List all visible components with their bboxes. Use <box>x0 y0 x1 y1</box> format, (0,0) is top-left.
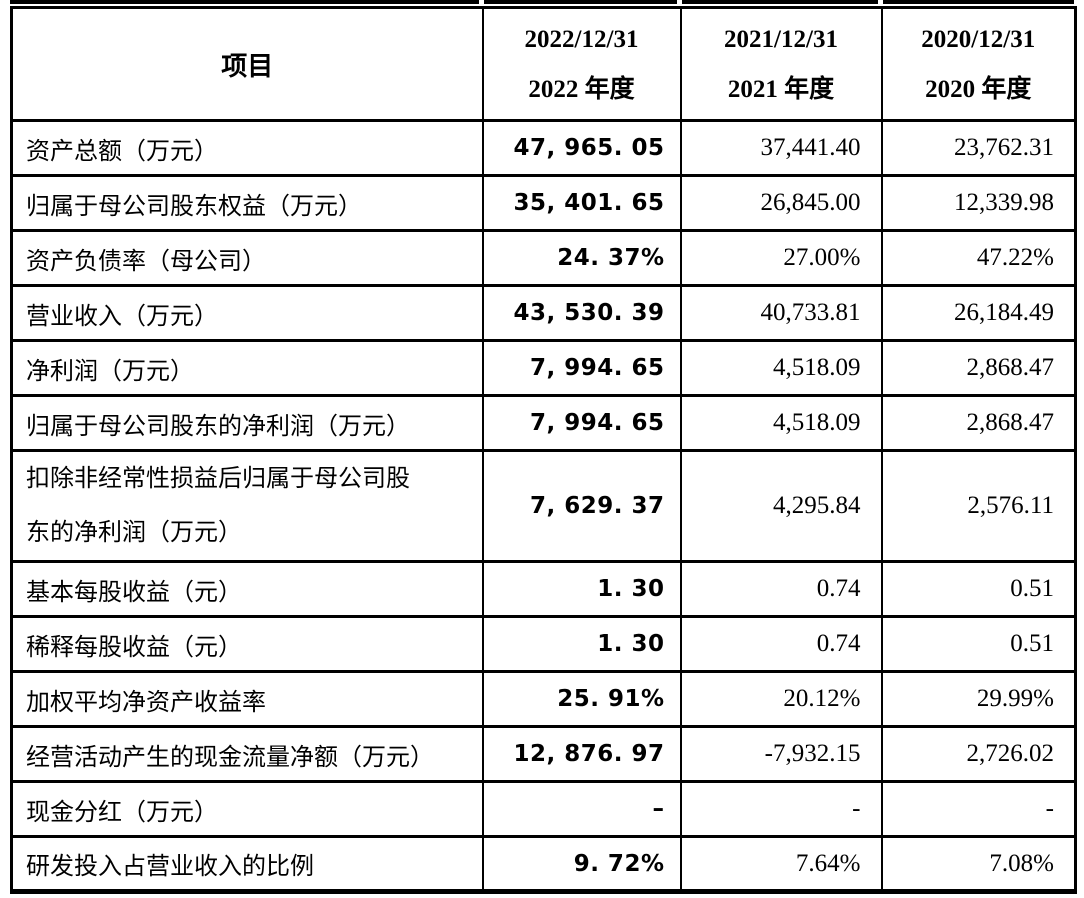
row-label: 净利润（万元） <box>10 339 483 396</box>
column-header-2022: 2022/12/31 2022 年度 <box>481 6 681 121</box>
header-date-2020: 2020/12/31 <box>921 25 1036 53</box>
column-header-2020: 2020/12/31 2020 年度 <box>880 6 1076 121</box>
value-2020: 2,576.11 <box>880 449 1076 562</box>
row-label: 加权平均净资产收益率 <box>10 670 483 727</box>
value-2022: 7, 994. 65 <box>481 339 681 396</box>
value-2021: 4,295.84 <box>679 449 882 562</box>
value-2020: 26,184.49 <box>880 284 1076 341</box>
value-2021: 26,845.00 <box>679 174 882 231</box>
value-2021: 40,733.81 <box>679 284 882 341</box>
row-label: 营业收入（万元） <box>10 284 483 341</box>
value-2020: 12,339.98 <box>880 174 1076 231</box>
header-year-2022: 2022 年度 <box>528 75 635 103</box>
row-label: 资产总额（万元） <box>10 119 483 176</box>
value-2020: 0.51 <box>880 615 1076 672</box>
row-label: 经营活动产生的现金流量净额（万元） <box>10 725 483 782</box>
value-2022: – <box>481 780 681 837</box>
value-2022: 1. 30 <box>481 615 681 672</box>
value-2021: 4,518.09 <box>679 339 882 396</box>
value-2022: 25. 91% <box>481 670 681 727</box>
value-2022: 24. 37% <box>481 229 681 286</box>
table-row-total-assets: 资产总额（万元） 47, 965. 05 37,441.40 23,762.31 <box>10 119 1076 176</box>
value-2022: 47, 965. 05 <box>481 119 681 176</box>
table-row-diluted-eps: 稀释每股收益（元） 1. 30 0.74 0.51 <box>10 615 1076 672</box>
row-label: 现金分红（万元） <box>10 780 483 837</box>
value-2021: - <box>679 780 882 837</box>
value-2020: 0.51 <box>880 560 1076 617</box>
column-header-2021: 2021/12/31 2021 年度 <box>679 6 882 121</box>
value-2020: - <box>880 780 1076 837</box>
header-row: 项目 2022/12/31 2022 年度 2021/12/31 2021 年度… <box>10 6 1076 121</box>
value-2020: 47.22% <box>880 229 1076 286</box>
row-label: 基本每股收益（元） <box>10 560 483 617</box>
table-body: 资产总额（万元） 47, 965. 05 37,441.40 23,762.31… <box>10 119 1076 892</box>
item-column-header: 项目 <box>10 6 483 121</box>
value-2022: 12, 876. 97 <box>481 725 681 782</box>
row-label: 扣除非经常性损益后归属于母公司股东的净利润（万元） <box>10 449 483 562</box>
value-2022: 7, 629. 37 <box>481 449 681 562</box>
header-year-2021: 2021 年度 <box>727 75 835 103</box>
header-date-2021: 2021/12/31 <box>724 25 838 53</box>
value-2020: 2,868.47 <box>880 339 1076 396</box>
row-label-text: 扣除非经常性损益后归属于母公司股东的净利润（万元） <box>26 466 410 546</box>
gridline-gap <box>878 0 883 4</box>
row-label: 稀释每股收益（元） <box>10 615 483 672</box>
value-2020: 2,726.02 <box>880 725 1076 782</box>
row-label: 归属于母公司股东权益（万元） <box>10 174 483 231</box>
value-2021: 7.64% <box>679 835 882 892</box>
table-row-net-profit: 净利润（万元） 7, 994. 65 4,518.09 2,868.47 <box>10 339 1076 396</box>
value-2022: 9. 72% <box>481 835 681 892</box>
table-row-basic-eps: 基本每股收益（元） 1. 30 0.74 0.51 <box>10 560 1076 617</box>
row-label: 资产负债率（母公司） <box>10 229 483 286</box>
row-label: 研发投入占营业收入的比例 <box>10 835 483 892</box>
table-row-parent-net-profit: 归属于母公司股东的净利润（万元） 7, 994. 65 4,518.09 2,8… <box>10 394 1076 451</box>
table-row-rd-ratio: 研发投入占营业收入的比例 9. 72% 7.64% 7.08% <box>10 835 1076 892</box>
table-row-parent-equity: 归属于母公司股东权益（万元） 35, 401. 65 26,845.00 12,… <box>10 174 1076 231</box>
table-row-operating-cash-flow: 经营活动产生的现金流量净额（万元） 12, 876. 97 -7,932.15 … <box>10 725 1076 782</box>
value-2020: 7.08% <box>880 835 1076 892</box>
value-2021: 0.74 <box>679 560 882 617</box>
table-row-cash-dividend: 现金分红（万元） – - - <box>10 780 1076 837</box>
value-2021: 27.00% <box>679 229 882 286</box>
table-header: 项目 2022/12/31 2022 年度 2021/12/31 2021 年度… <box>10 6 1076 121</box>
header-date-2022: 2022/12/31 <box>524 25 639 53</box>
table-row-weighted-roe: 加权平均净资产收益率 25. 91% 20.12% 29.99% <box>10 670 1076 727</box>
table-row-debt-ratio: 资产负债率（母公司） 24. 37% 27.00% 47.22% <box>10 229 1076 286</box>
value-2021: 37,441.40 <box>679 119 882 176</box>
value-2022: 35, 401. 65 <box>481 174 681 231</box>
value-2020: 23,762.31 <box>880 119 1076 176</box>
table-row-deducted-net-profit: 扣除非经常性损益后归属于母公司股东的净利润（万元） 7, 629. 37 4,2… <box>10 449 1076 562</box>
financial-summary-table: 项目 2022/12/31 2022 年度 2021/12/31 2021 年度… <box>10 6 1077 894</box>
gridline-gap <box>479 0 484 4</box>
row-label: 归属于母公司股东的净利润（万元） <box>10 394 483 451</box>
value-2022: 43, 530. 39 <box>481 284 681 341</box>
table-row-revenue: 营业收入（万元） 43, 530. 39 40,733.81 26,184.49 <box>10 284 1076 341</box>
value-2020: 2,868.47 <box>880 394 1076 451</box>
value-2021: 0.74 <box>679 615 882 672</box>
header-year-2020: 2020 年度 <box>925 75 1032 103</box>
value-2021: 20.12% <box>679 670 882 727</box>
value-2022: 7, 994. 65 <box>481 394 681 451</box>
value-2022: 1. 30 <box>481 560 681 617</box>
cropped-gridline-artifact <box>10 0 1074 4</box>
value-2020: 29.99% <box>880 670 1076 727</box>
value-2021: 4,518.09 <box>679 394 882 451</box>
value-2021: -7,932.15 <box>679 725 882 782</box>
gridline-gap <box>677 0 682 4</box>
